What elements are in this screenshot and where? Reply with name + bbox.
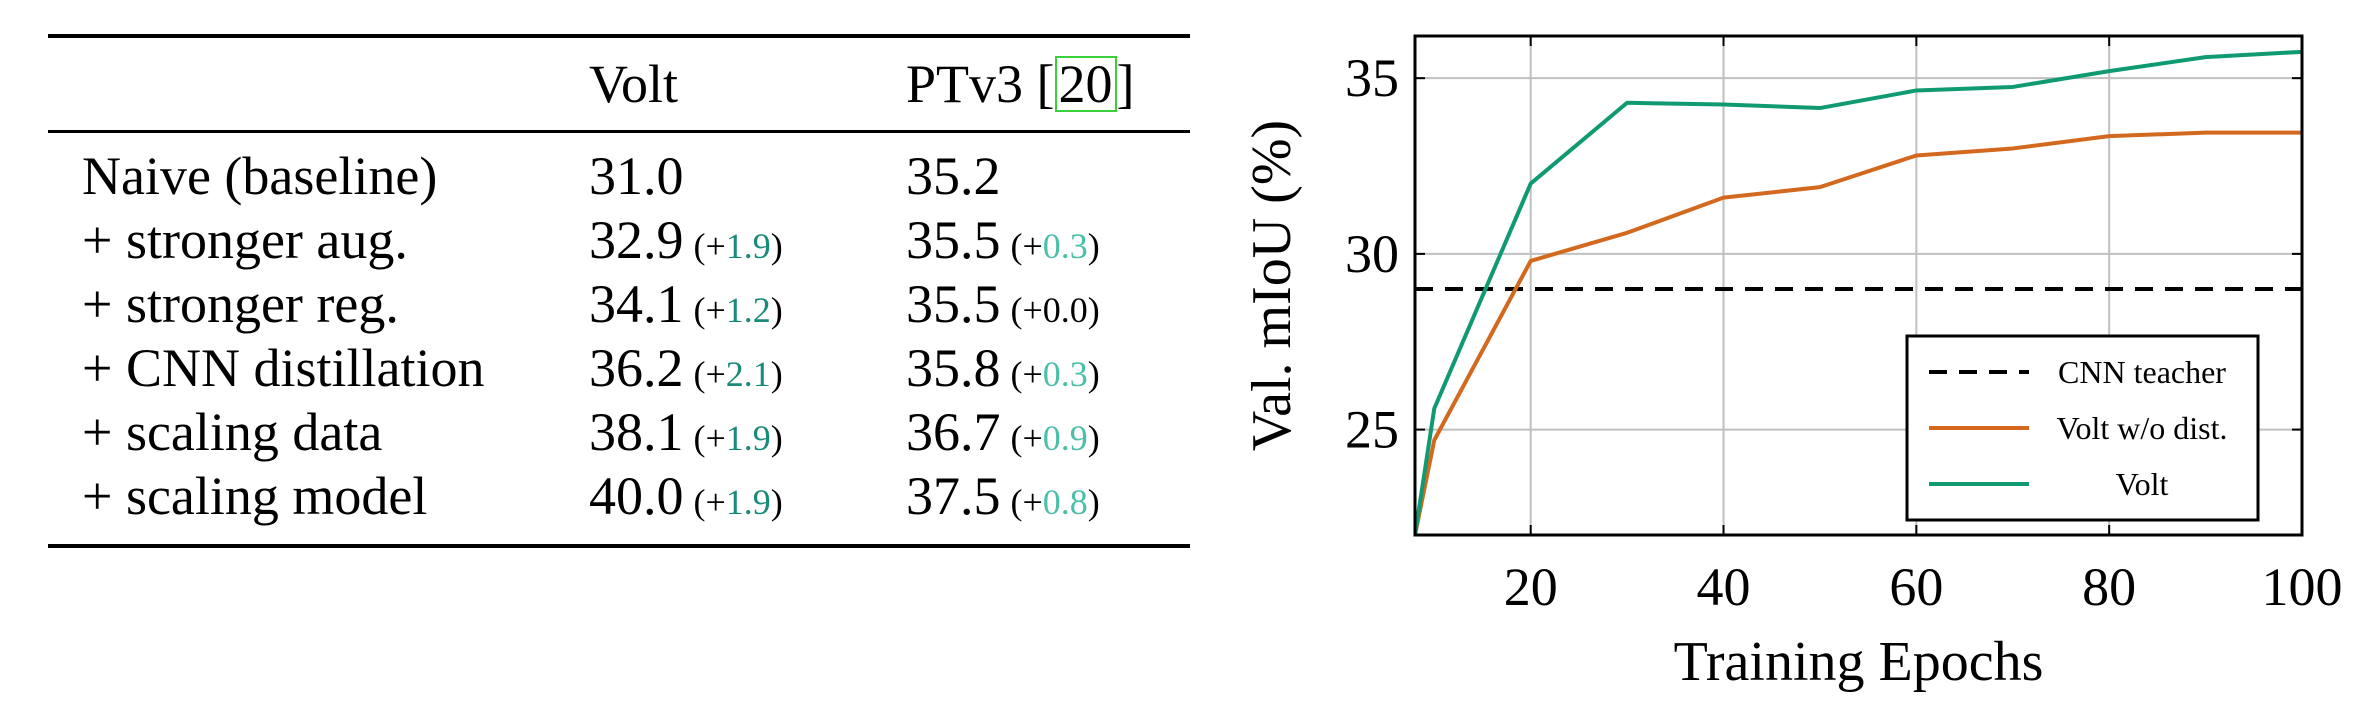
ptv3-cell: 35.8 (+0.3) xyxy=(906,338,1100,404)
ptv3-cell: 35.5 (+0.0) xyxy=(906,274,1100,340)
volt-value: 38.1 xyxy=(589,402,684,462)
x-axis-label: Training Epochs xyxy=(1674,631,2044,693)
delta-value: (+1.2) xyxy=(694,290,783,330)
ptv3-cell: 35.2 xyxy=(906,146,1001,206)
volt-cell: 31.0 xyxy=(589,146,684,206)
delta-suffix: ) xyxy=(770,418,783,458)
delta-number: 1.2 xyxy=(725,290,771,330)
ptv3-value: 35.5 xyxy=(906,274,1001,334)
ptv3-cell: 36.7 (+0.9) xyxy=(906,402,1100,468)
ptv3-value: 37.5 xyxy=(906,466,1001,526)
y-tick-label: 25 xyxy=(1345,400,1399,460)
delta-value: (+0.8) xyxy=(1011,482,1100,522)
delta-prefix: (+ xyxy=(693,226,726,266)
ptv3-cell: 35.5 (+0.3) xyxy=(906,210,1100,276)
ablation-table: Volt PTv3 [20] Naive (baseline) 31.0 35.2 +… xyxy=(48,34,1190,549)
delta-prefix: (+ xyxy=(693,418,726,458)
volt-cell: 34.1 (+1.2) xyxy=(589,274,783,340)
delta-number: 0.3 xyxy=(1042,354,1088,394)
delta-suffix: ) xyxy=(770,354,783,394)
volt-cell: 38.1 (+1.9) xyxy=(589,402,783,468)
delta-prefix: (+ xyxy=(1010,290,1043,330)
y-tick-label: 35 xyxy=(1345,48,1399,108)
delta-number: 0.3 xyxy=(1042,226,1088,266)
volt-cell: 40.0 (+1.9) xyxy=(589,466,783,532)
x-tick-label: 60 xyxy=(1889,557,1943,617)
citation-link[interactable]: 20 xyxy=(1054,56,1117,112)
delta-value: (+0.9) xyxy=(1011,418,1100,458)
y-axis-label: Val. mIoU (%) xyxy=(1241,120,1303,451)
volt-value: 31.0 xyxy=(589,146,684,206)
delta-number: 0.8 xyxy=(1042,482,1088,522)
legend-label-1: Volt w/o dist. xyxy=(2057,410,2228,446)
delta-suffix: ) xyxy=(1087,290,1100,330)
delta-number: 0.0 xyxy=(1042,290,1088,330)
volt-value: 34.1 xyxy=(589,274,684,334)
delta-number: 1.9 xyxy=(725,418,771,458)
delta-value: (+1.9) xyxy=(694,482,783,522)
ptv3-value: 35.5 xyxy=(906,210,1001,270)
delta-value: (+0.3) xyxy=(1011,226,1100,266)
volt-cell: 32.9 (+1.9) xyxy=(589,210,783,276)
delta-prefix: (+ xyxy=(1010,418,1043,458)
delta-suffix: ) xyxy=(1087,482,1100,522)
series-line-2 xyxy=(1415,49,2302,535)
x-tick-label: 80 xyxy=(2082,557,2136,617)
delta-suffix: ) xyxy=(770,482,783,522)
table-top-rule xyxy=(48,34,1190,38)
row-label: + scaling data xyxy=(82,402,383,462)
delta-suffix: ) xyxy=(1087,354,1100,394)
delta-number: 2.1 xyxy=(725,354,771,394)
plot-frame xyxy=(1413,34,2304,537)
table-bottom-rule xyxy=(48,544,1190,548)
delta-value: (+0.0) xyxy=(1011,290,1100,330)
ptv3-cell: 37.5 (+0.8) xyxy=(906,466,1100,532)
volt-cell: 36.2 (+2.1) xyxy=(589,338,783,404)
volt-value: 36.2 xyxy=(589,338,684,398)
delta-value: (+1.9) xyxy=(694,418,783,458)
volt-value: 40.0 xyxy=(589,466,684,526)
delta-number: 1.9 xyxy=(725,482,771,522)
header-ptv3-close: ] xyxy=(1116,54,1135,114)
delta-prefix: (+ xyxy=(693,482,726,522)
delta-prefix: (+ xyxy=(1010,482,1043,522)
ptv3-value: 36.7 xyxy=(906,402,1001,462)
x-tick-label: 100 xyxy=(2262,557,2343,617)
row-label: + CNN distillation xyxy=(82,338,485,398)
delta-suffix: ) xyxy=(770,290,783,330)
delta-suffix: ) xyxy=(770,226,783,266)
y-tick-label: 30 xyxy=(1345,224,1399,284)
delta-suffix: ) xyxy=(1087,418,1100,458)
row-label: + stronger aug. xyxy=(82,210,408,270)
x-tick-label: 40 xyxy=(1697,557,1751,617)
training-curve-chart: 20 40 60 80 100 25 30 35 Training Epochs Val. mIo… xyxy=(1241,34,2343,693)
delta-value: (+1.9) xyxy=(694,226,783,266)
x-tick-label: 20 xyxy=(1504,557,1558,617)
row-label: + stronger reg. xyxy=(82,274,399,334)
row-label: + scaling model xyxy=(82,466,428,526)
legend-label-0: CNN teacher xyxy=(2058,354,2226,390)
delta-value: (+0.3) xyxy=(1011,354,1100,394)
ptv3-value: 35.8 xyxy=(906,338,1001,398)
delta-suffix: ) xyxy=(1087,226,1100,266)
legend-label-2: Volt xyxy=(2116,466,2169,502)
delta-value: (+2.1) xyxy=(694,354,783,394)
header-ptv3: PTv3 [20] xyxy=(906,54,1134,114)
delta-prefix: (+ xyxy=(1010,354,1043,394)
volt-value: 32.9 xyxy=(589,210,684,270)
series-line-1 xyxy=(1415,130,2302,535)
delta-prefix: (+ xyxy=(693,290,726,330)
delta-prefix: (+ xyxy=(693,354,726,394)
header-volt: Volt xyxy=(589,54,679,114)
delta-prefix: (+ xyxy=(1010,226,1043,266)
row-label: Naive (baseline) xyxy=(82,146,438,206)
header-ptv3-text: PTv3 [ xyxy=(906,54,1055,114)
delta-number: 0.9 xyxy=(1042,418,1088,458)
ptv3-value: 35.2 xyxy=(906,146,1001,206)
table-mid-rule xyxy=(48,130,1190,133)
delta-number: 1.9 xyxy=(725,226,771,266)
